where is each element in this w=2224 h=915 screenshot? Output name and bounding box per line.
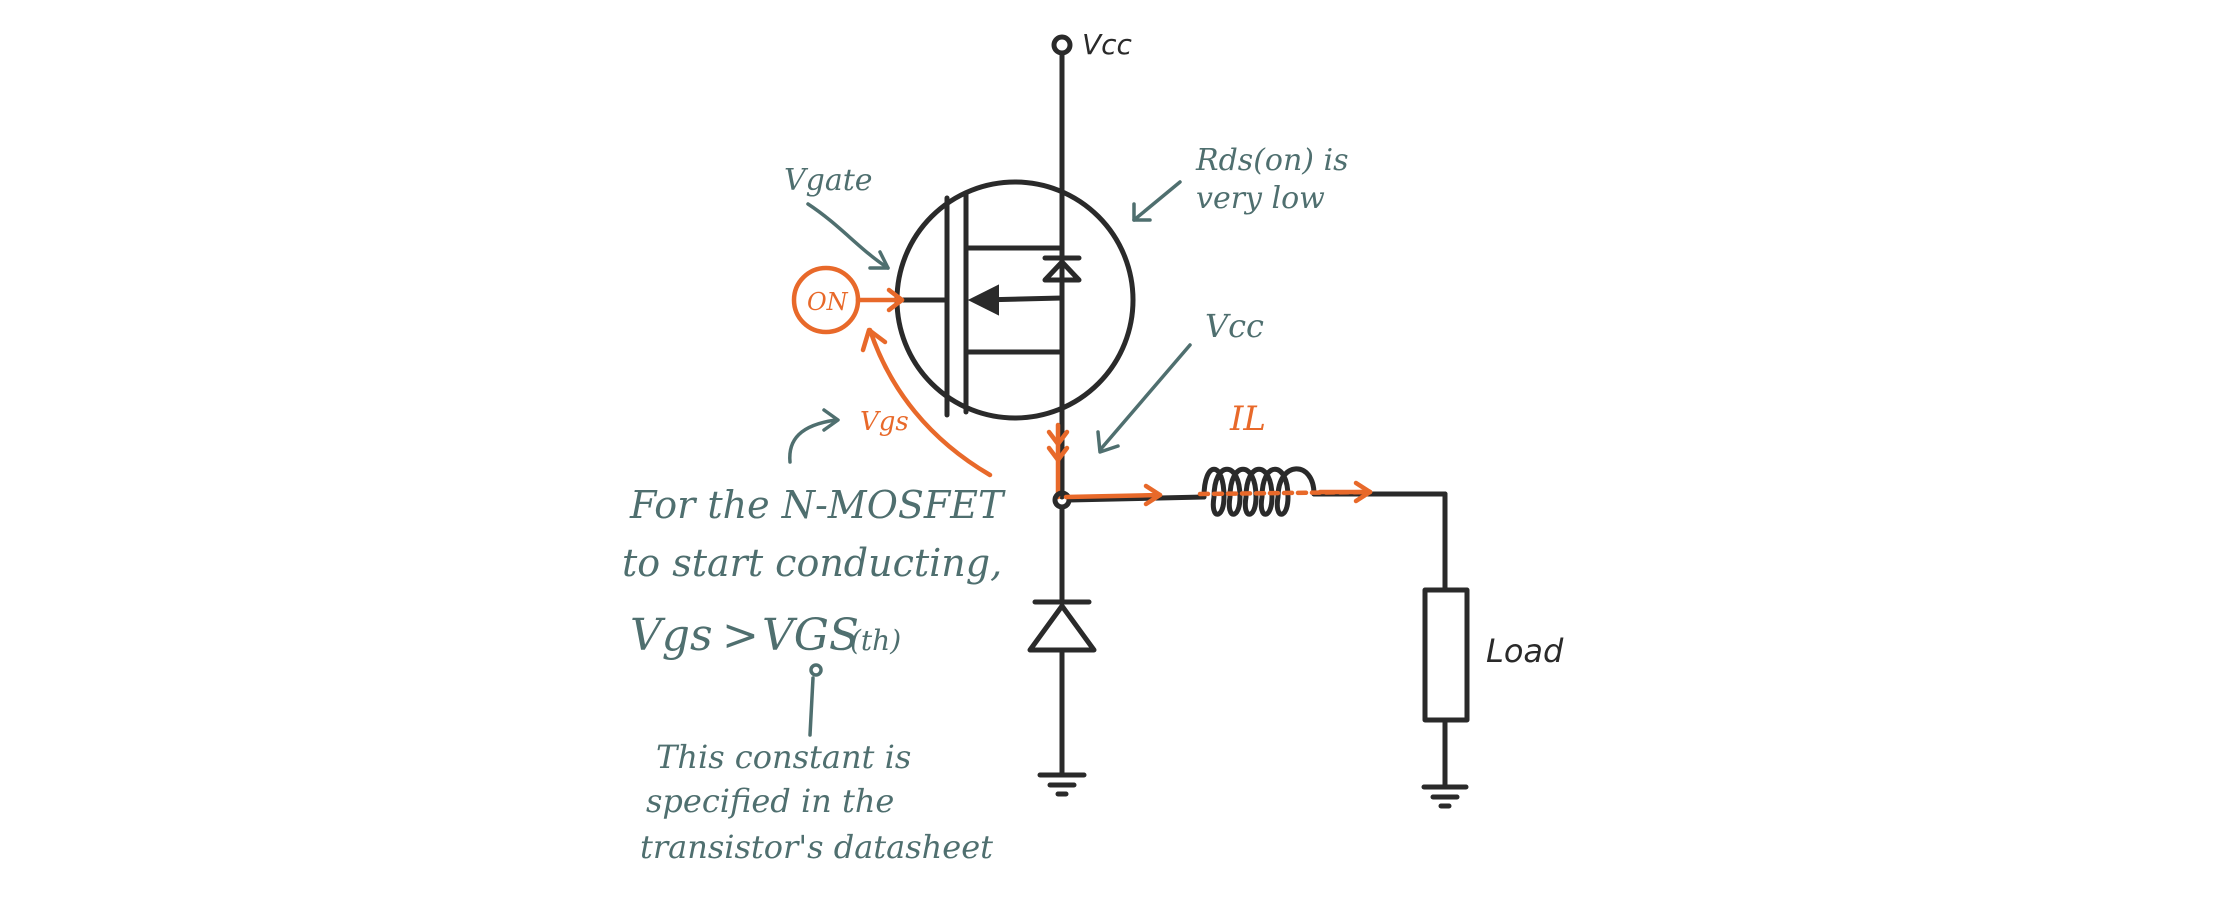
vgs-arc: [867, 327, 993, 478]
vgate-arrow: [806, 202, 890, 270]
on-label: ON: [807, 288, 849, 316]
note-line1: For the N-MOSFET: [629, 483, 1006, 527]
vcc-side-label: Vcc: [1205, 307, 1264, 345]
condition-right: VGS: [762, 610, 859, 661]
footnote-line1: This constant is: [656, 738, 911, 776]
inductor-symbol: [1201, 466, 1317, 517]
footnote-line3: transistor's datasheet: [640, 828, 993, 866]
rds-line2: very low: [1196, 181, 1325, 216]
vcc-top-label: Vcc: [1082, 28, 1133, 61]
rds-line1: Rds(on) is: [1195, 143, 1349, 178]
diode-symbol: [1027, 599, 1097, 653]
vcc-terminal: Vcc: [1051, 28, 1133, 61]
footnote-line2: specified in the: [646, 782, 894, 820]
load-label: Load: [1486, 632, 1564, 670]
note-line2: to start conducting,: [622, 541, 1002, 585]
ground-symbol-load: [1421, 784, 1469, 809]
on-gate-input: ON: [791, 265, 905, 335]
threshold-condition: Vgs > VGS (th): [630, 610, 901, 661]
condition-op: >: [722, 610, 759, 661]
vgs-small-label: Vgs: [860, 407, 909, 437]
il-label: IL: [1229, 399, 1266, 439]
condition-sub: (th): [850, 624, 901, 657]
rds-arrow: [1132, 180, 1182, 222]
condition-left: Vgs: [630, 610, 713, 661]
ground-symbol-diode: [1037, 772, 1087, 797]
vgate-label: Vgate: [784, 163, 873, 198]
vcc-side-arrow: [1098, 343, 1192, 452]
resistor-symbol: [1422, 587, 1470, 788]
footnote-pointer: [808, 676, 815, 737]
